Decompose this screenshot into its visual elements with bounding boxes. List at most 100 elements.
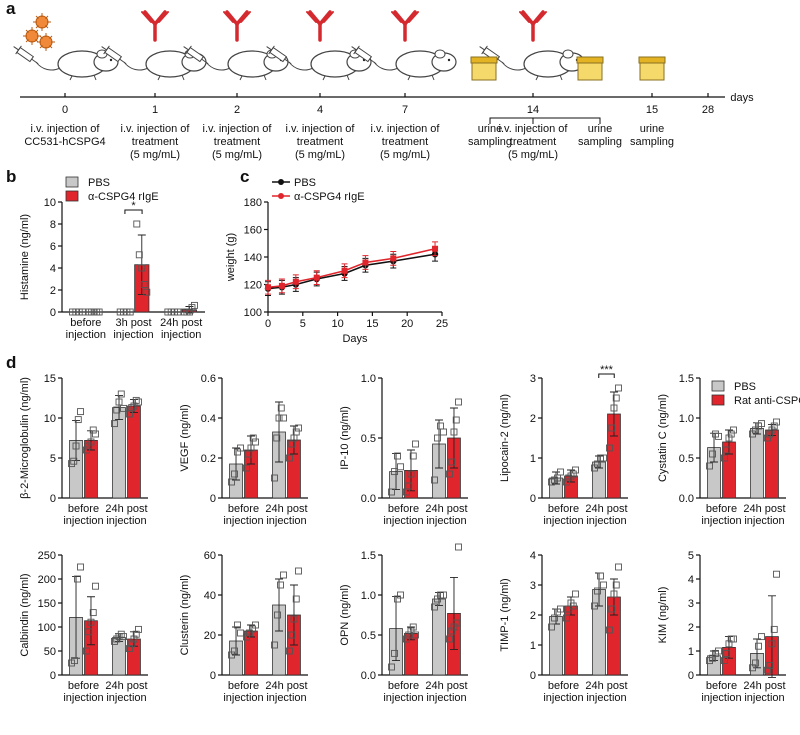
timeline-unit: days [730, 92, 754, 104]
data-point [455, 398, 462, 406]
y-tick-label: 0 [210, 670, 216, 682]
y-tick-label: 20 [204, 630, 216, 642]
data-point [79, 308, 86, 316]
urine-cup-icon [576, 56, 604, 81]
y-tick-label: 6 [50, 241, 56, 253]
y-tick-label: 2 [530, 610, 536, 622]
data-point [758, 420, 765, 428]
error-bar [753, 638, 762, 669]
data-point [405, 631, 413, 639]
x-tick-label: 24h post injection [265, 680, 307, 704]
marker [362, 259, 369, 266]
x-tick-label: 24h post injection [160, 317, 202, 341]
legend-label: α-CSPG4 rIgE [294, 191, 365, 203]
data-point [126, 308, 134, 316]
data-point [286, 647, 293, 655]
data-point [234, 621, 241, 629]
x-tick-label: 24h post injection [585, 680, 627, 704]
error-bar [275, 401, 284, 463]
data-point [280, 571, 287, 579]
y-axis-label: TIMP-1 (ng/ml) [499, 578, 511, 651]
data-point [140, 281, 148, 288]
data-point [450, 623, 458, 631]
marker [292, 278, 299, 285]
data-point [271, 474, 278, 482]
data-point [768, 426, 776, 434]
data-point [188, 304, 196, 312]
data-point [249, 434, 257, 442]
data-point [446, 635, 453, 643]
antibody-icon [390, 10, 420, 42]
data-point [228, 478, 235, 486]
data-point [606, 444, 613, 452]
x-tick-label: 3h post injection [113, 317, 153, 341]
significance-label: * [131, 200, 136, 212]
x-tick-label: before injection [383, 680, 423, 704]
y-tick-label: 1.0 [361, 590, 376, 602]
data-point [280, 414, 287, 422]
y-tick-label: 0 [530, 670, 536, 682]
data-point [120, 633, 127, 641]
data-point [409, 452, 417, 460]
timeline-caption: urine sampling [630, 123, 674, 148]
error-bar [724, 429, 733, 455]
y-tick-label: 1.0 [361, 373, 376, 385]
panel-label: b [6, 167, 16, 186]
y-tick-label: 2 [688, 622, 694, 634]
data-point [565, 474, 573, 482]
y-tick-label: 100 [38, 622, 56, 634]
data-point [113, 406, 121, 414]
data-point [407, 470, 415, 478]
error-bar [552, 471, 561, 485]
x-tick-label: 5 [300, 318, 306, 330]
urine-cup-icon [638, 56, 666, 81]
data-point [128, 404, 136, 412]
error-bar [609, 391, 618, 437]
data-point [755, 642, 762, 650]
data-point [295, 567, 302, 575]
error-bar [392, 596, 401, 662]
data-point [450, 428, 458, 436]
legend-label: α-CSPG4 rIgE [88, 191, 159, 203]
data-point [237, 444, 244, 452]
y-tick-label: 2 [50, 285, 56, 297]
day-label: 15 [646, 104, 658, 116]
data-point [764, 434, 771, 442]
legend-swatch [278, 179, 284, 185]
bar [127, 405, 141, 499]
panel-label: a [6, 0, 16, 18]
error-bar [449, 407, 458, 469]
legend-swatch [65, 190, 79, 202]
error-bar [246, 624, 255, 638]
data-point [92, 430, 99, 438]
data-point [455, 543, 462, 551]
data-point [247, 444, 255, 452]
data-point [448, 458, 456, 466]
data-point [770, 625, 778, 633]
y-axis-label: Clusterin (ng/ml) [179, 575, 191, 656]
data-point [295, 424, 302, 432]
error-bar [710, 650, 719, 662]
marker [341, 267, 348, 274]
data-point [600, 581, 607, 589]
data-point [252, 438, 259, 446]
data-point [128, 640, 136, 648]
data-point [77, 408, 84, 416]
y-axis-label: Histamine (ng/ml) [19, 214, 31, 300]
data-point [766, 430, 774, 438]
y-tick-label: 4 [688, 574, 694, 586]
data-point [237, 629, 244, 637]
y-tick-label: 0 [530, 493, 536, 505]
data-point [752, 659, 759, 667]
x-tick-label: 25 [436, 318, 448, 330]
legend-label: PBS [88, 177, 110, 189]
y-tick-label: 0.5 [361, 433, 376, 445]
x-tick-label: 0 [265, 318, 271, 330]
data-point [403, 635, 410, 643]
data-point [111, 637, 118, 645]
data-point [292, 595, 300, 603]
x-tick-label: 15 [366, 318, 378, 330]
antibody-icon [305, 10, 335, 42]
day-label: 7 [402, 104, 408, 116]
